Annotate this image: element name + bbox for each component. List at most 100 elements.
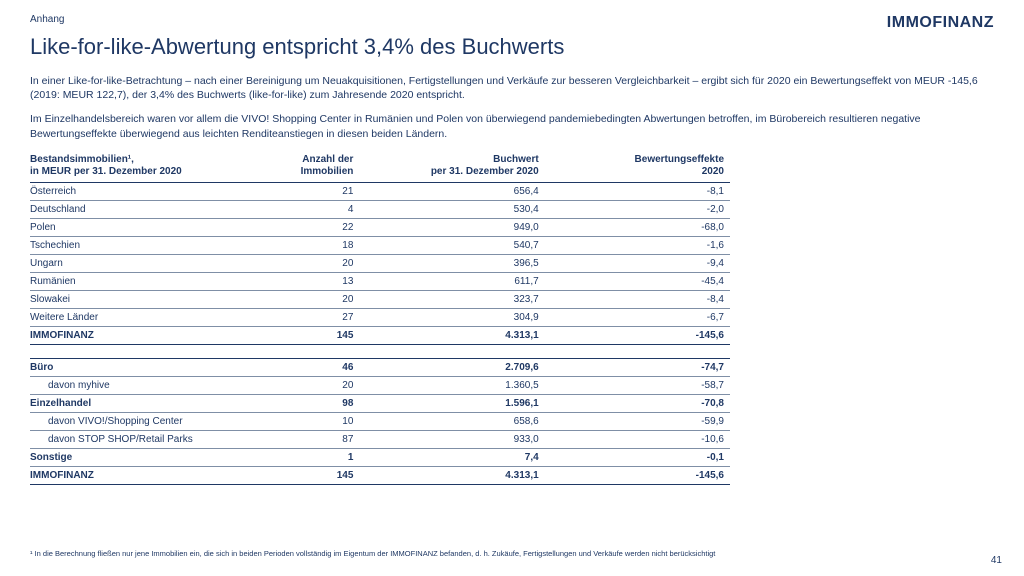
table-cell: Büro (30, 358, 236, 376)
table-row: Sonstige17,4-0,1 (30, 448, 730, 466)
table-cell: -8,4 (545, 290, 730, 308)
header: Anhang IMMOFINANZ (30, 14, 994, 32)
table-cell: 98 (236, 394, 360, 412)
th-label-line2: in MEUR per 31. Dezember 2020 (30, 166, 182, 177)
table-cell: Rumänien (30, 272, 236, 290)
table-cell: Weitere Länder (30, 308, 236, 326)
table-cell: 1.596,1 (359, 394, 544, 412)
table-cell: 4.313,1 (359, 326, 544, 344)
table-cell: 658,6 (359, 412, 544, 430)
table-row: Österreich21656,4-8,1 (30, 182, 730, 200)
table-cell: -10,6 (545, 430, 730, 448)
table-cell: 145 (236, 466, 360, 484)
table-cell: 1.360,5 (359, 376, 544, 394)
footnote: ¹ In die Berechnung fließen nur jene Imm… (30, 549, 715, 558)
table-cell: 22 (236, 218, 360, 236)
table-cell: 46 (236, 358, 360, 376)
page-title: Like-for-like-Abwertung entspricht 3,4% … (30, 34, 994, 60)
table-cell: 13 (236, 272, 360, 290)
table-cell: -145,6 (545, 466, 730, 484)
data-table: Bestandsimmobilien¹, in MEUR per 31. Dez… (30, 151, 730, 485)
table-cell: 530,4 (359, 200, 544, 218)
table-cell: -74,7 (545, 358, 730, 376)
table-cell: -70,8 (545, 394, 730, 412)
table-row: Einzelhandel981.596,1-70,8 (30, 394, 730, 412)
table-cell: -6,7 (545, 308, 730, 326)
table-cell: davon myhive (30, 376, 236, 394)
intro-paragraph-1: In einer Like-for-like-Betrachtung – nac… (30, 74, 990, 102)
table-row: davon STOP SHOP/Retail Parks87933,0-10,6 (30, 430, 730, 448)
spacer-row (30, 344, 730, 358)
table-cell: 87 (236, 430, 360, 448)
table-cell: -2,0 (545, 200, 730, 218)
table-cell: -1,6 (545, 236, 730, 254)
table-cell: davon VIVO!/Shopping Center (30, 412, 236, 430)
th-value: Buchwert per 31. Dezember 2020 (359, 151, 544, 183)
table-body: Österreich21656,4-8,1Deutschland4530,4-2… (30, 182, 730, 484)
table-row: Deutschland4530,4-2,0 (30, 200, 730, 218)
table-cell: 4.313,1 (359, 466, 544, 484)
table-cell: Österreich (30, 182, 236, 200)
table-cell: -8,1 (545, 182, 730, 200)
table-cell: 933,0 (359, 430, 544, 448)
table-cell: Polen (30, 218, 236, 236)
table-row: Tschechien18540,7-1,6 (30, 236, 730, 254)
table-cell: -59,9 (545, 412, 730, 430)
table-cell: 949,0 (359, 218, 544, 236)
table-cell: 20 (236, 376, 360, 394)
th-effect-line1: Bewertungseffekte (635, 154, 724, 165)
table-cell: -58,7 (545, 376, 730, 394)
table-cell: -145,6 (545, 326, 730, 344)
th-count-line2: Immobilien (301, 166, 354, 177)
table-cell: Sonstige (30, 448, 236, 466)
table-cell: 304,9 (359, 308, 544, 326)
brand-logo: IMMOFINANZ (887, 14, 994, 32)
table-cell: 611,7 (359, 272, 544, 290)
table-cell: davon STOP SHOP/Retail Parks (30, 430, 236, 448)
table-cell: Slowakei (30, 290, 236, 308)
table-cell: 20 (236, 254, 360, 272)
table-row: Weitere Länder27304,9-6,7 (30, 308, 730, 326)
th-count: Anzahl der Immobilien (236, 151, 360, 183)
table-cell: Tschechien (30, 236, 236, 254)
th-effect-line2: 2020 (702, 166, 724, 177)
table-cell: 10 (236, 412, 360, 430)
table-cell: 2.709,6 (359, 358, 544, 376)
th-value-line1: Buchwert (493, 154, 539, 165)
table-cell: 323,7 (359, 290, 544, 308)
table-cell: -0,1 (545, 448, 730, 466)
table-cell: Ungarn (30, 254, 236, 272)
table-row: IMMOFINANZ1454.313,1-145,6 (30, 326, 730, 344)
th-label-line1: Bestandsimmobilien¹, (30, 154, 134, 165)
table-cell: 396,5 (359, 254, 544, 272)
th-effect: Bewertungseffekte 2020 (545, 151, 730, 183)
table-cell: 656,4 (359, 182, 544, 200)
table-cell: 27 (236, 308, 360, 326)
table-cell: 18 (236, 236, 360, 254)
table-cell: IMMOFINANZ (30, 326, 236, 344)
table-row: Polen22949,0-68,0 (30, 218, 730, 236)
table-cell: 21 (236, 182, 360, 200)
th-label: Bestandsimmobilien¹, in MEUR per 31. Dez… (30, 151, 236, 183)
table-cell: 20 (236, 290, 360, 308)
section-label: Anhang (30, 14, 64, 25)
table-row: Rumänien13611,7-45,4 (30, 272, 730, 290)
table-row: IMMOFINANZ1454.313,1-145,6 (30, 466, 730, 484)
table-row: davon VIVO!/Shopping Center10658,6-59,9 (30, 412, 730, 430)
table-row: davon myhive201.360,5-58,7 (30, 376, 730, 394)
table-cell: 540,7 (359, 236, 544, 254)
table-cell: -45,4 (545, 272, 730, 290)
table-header-row: Bestandsimmobilien¹, in MEUR per 31. Dez… (30, 151, 730, 183)
page-number: 41 (991, 555, 1002, 566)
table-cell: Deutschland (30, 200, 236, 218)
slide-page: Anhang IMMOFINANZ Like-for-like-Abwertun… (0, 0, 1024, 485)
table-row: Slowakei20323,7-8,4 (30, 290, 730, 308)
table-cell: -9,4 (545, 254, 730, 272)
table-row: Ungarn20396,5-9,4 (30, 254, 730, 272)
th-value-line2: per 31. Dezember 2020 (431, 166, 539, 177)
table-cell: Einzelhandel (30, 394, 236, 412)
table-cell: 1 (236, 448, 360, 466)
th-count-line1: Anzahl der (302, 154, 353, 165)
table-cell: 145 (236, 326, 360, 344)
table-row: Büro462.709,6-74,7 (30, 358, 730, 376)
